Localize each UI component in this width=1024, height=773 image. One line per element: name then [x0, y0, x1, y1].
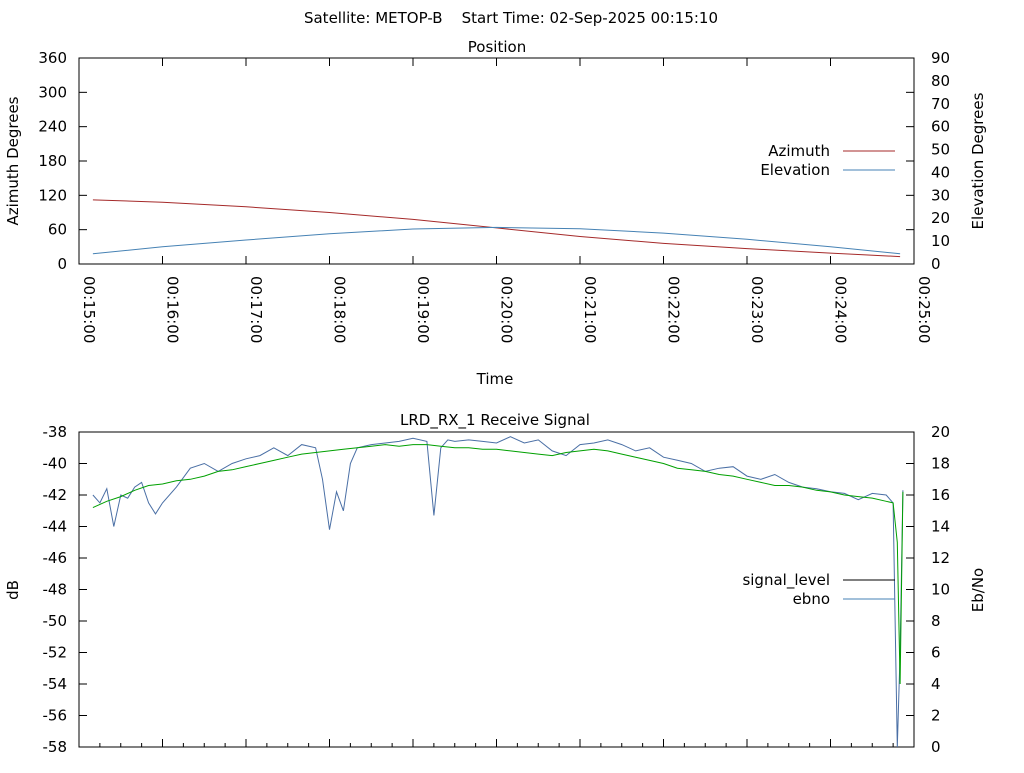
receive-signal-y-tick-label-left: -40	[43, 455, 68, 473]
receive-signal-y-tick-label-left: -42	[43, 486, 68, 504]
receive-signal-y-tick-label-left: -48	[43, 581, 68, 599]
position-y-tick-label-right: 60	[931, 118, 950, 136]
position-x-tick-label: 00:19:00	[414, 276, 432, 343]
receive-signal-y-tick-label-right: 10	[931, 581, 950, 599]
receive-signal-series-line-signal-level	[92, 436, 904, 748]
position-y-tick-label-right: 20	[931, 209, 950, 227]
position-y-tick-label-left: 240	[38, 118, 67, 136]
position-x-tick-label: 00:18:00	[331, 276, 349, 343]
receive-signal-title: LRD_RX_1 Receive Signal	[400, 411, 590, 430]
receive-signal-panel: LRD_RX_1 Receive Signal -38-40-42-44-46-…	[4, 411, 987, 756]
position-x-tick-label: 00:22:00	[665, 276, 683, 343]
position-x-ticks: 00:15:00 00:16:00 00:17:00 00:18:00 00:19:00…	[78, 58, 933, 343]
receive-signal-y-tick-label-right: 0	[931, 738, 941, 756]
position-x-tick-label: 00:17:00	[247, 276, 265, 343]
position-series-line-elevation	[92, 226, 901, 255]
position-x-tick-label: 00:20:00	[498, 276, 516, 343]
position-x-tick-label: 00:23:00	[748, 276, 766, 343]
position-y-tick-label-left: 120	[38, 186, 67, 204]
position-x-tick-label: 00:16:00	[164, 276, 182, 343]
receive-signal-y-tick-label-right: 20	[931, 423, 950, 441]
receive-signal-series	[92, 436, 904, 748]
position-y-tick-label-left: 0	[57, 255, 67, 273]
receive-signal-y-tick-label-left: -44	[43, 518, 68, 536]
position-y-tick-label-left: 60	[48, 221, 67, 239]
receive-signal-y-tick-label-left: -38	[43, 423, 68, 441]
receive-signal-y-tick-label-right: 18	[931, 455, 950, 473]
position-y-tick-label-right: 30	[931, 186, 950, 204]
receive-signal-legend-label: ebno	[793, 590, 830, 608]
position-x-tick-label: 00:15:00	[80, 276, 98, 343]
position-y-tick-label-right: 70	[931, 95, 950, 113]
receive-signal-y-tick-label-right: 8	[931, 612, 941, 630]
receive-signal-legend-label: signal_level	[742, 571, 830, 590]
position-series-line-azimuth	[92, 199, 901, 258]
position-series	[92, 199, 901, 258]
position-panel: Position 0 60 120 180 240 300 360 0 10 20 30 40 50 6…	[4, 38, 987, 388]
receive-signal-y-tick-label-left: -58	[43, 738, 68, 756]
position-y-tick-label-right: 0	[931, 255, 941, 273]
position-x-tick-label: 00:24:00	[832, 276, 850, 343]
position-y-tick-label-right: 90	[931, 49, 950, 67]
position-y-ticks-left: 0 60 120 180 240 300 360	[38, 49, 914, 273]
receive-signal-y-tick-label-left: -46	[43, 549, 68, 567]
page-title: Satellite: METOP-B Start Time: 02-Sep-20…	[304, 9, 718, 27]
receive-signal-y-ticks-right: 0 2 4 6 8 10 12 14 16 18 20	[931, 423, 950, 756]
position-legend-label: Elevation	[760, 161, 830, 179]
receive-signal-series-line-ebno	[92, 444, 904, 685]
receive-signal-y-tick-label-left: -50	[43, 612, 68, 630]
receive-signal-y-tick-label-left: -56	[43, 707, 68, 725]
receive-signal-y-axis-label-right: Eb/No	[969, 568, 987, 612]
position-y-tick-label-right: 10	[931, 232, 950, 250]
receive-signal-y-tick-label-left: -52	[43, 644, 68, 662]
position-y-axis-label-left: Azimuth Degrees	[4, 96, 22, 225]
receive-signal-y-tick-label-left: -54	[43, 675, 68, 693]
position-x-tick-label: 00:25:00	[915, 276, 933, 343]
receive-signal-y-tick-label-right: 4	[931, 675, 941, 693]
position-x-tick-label: 00:21:00	[581, 276, 599, 343]
position-y-axis-label-right: Elevation Degrees	[969, 92, 987, 229]
position-x-axis-label: Time	[476, 370, 514, 388]
receive-signal-x-ticks	[99, 739, 894, 747]
receive-signal-plot-frame	[78, 431, 915, 748]
receive-signal-y-tick-label-right: 6	[931, 644, 941, 662]
receive-signal-y-tick-label-right: 2	[931, 707, 941, 725]
position-y-tick-label-left: 300	[38, 83, 67, 101]
position-y-tick-label-right: 40	[931, 163, 950, 181]
position-y-tick-label-left: 180	[38, 152, 67, 170]
position-y-ticks-right: 0 10 20 30 40 50 60 70 80 90	[931, 49, 950, 273]
position-y-tick-label-left: 360	[38, 49, 67, 67]
receive-signal-y-axis-label-left: dB	[4, 580, 22, 600]
receive-signal-y-tick-label-right: 14	[931, 518, 950, 536]
position-y-tick-label-right: 50	[931, 141, 950, 159]
receive-signal-y-ticks-left: -38 -40 -42 -44 -46 -48 -50 -52 -54 -56 -58	[43, 423, 914, 756]
receive-signal-y-tick-label-right: 12	[931, 549, 950, 567]
position-legend-label: Azimuth	[768, 142, 830, 160]
receive-signal-y-tick-label-right: 16	[931, 486, 950, 504]
position-title: Position	[468, 38, 526, 56]
position-y-tick-label-right: 80	[931, 72, 950, 90]
